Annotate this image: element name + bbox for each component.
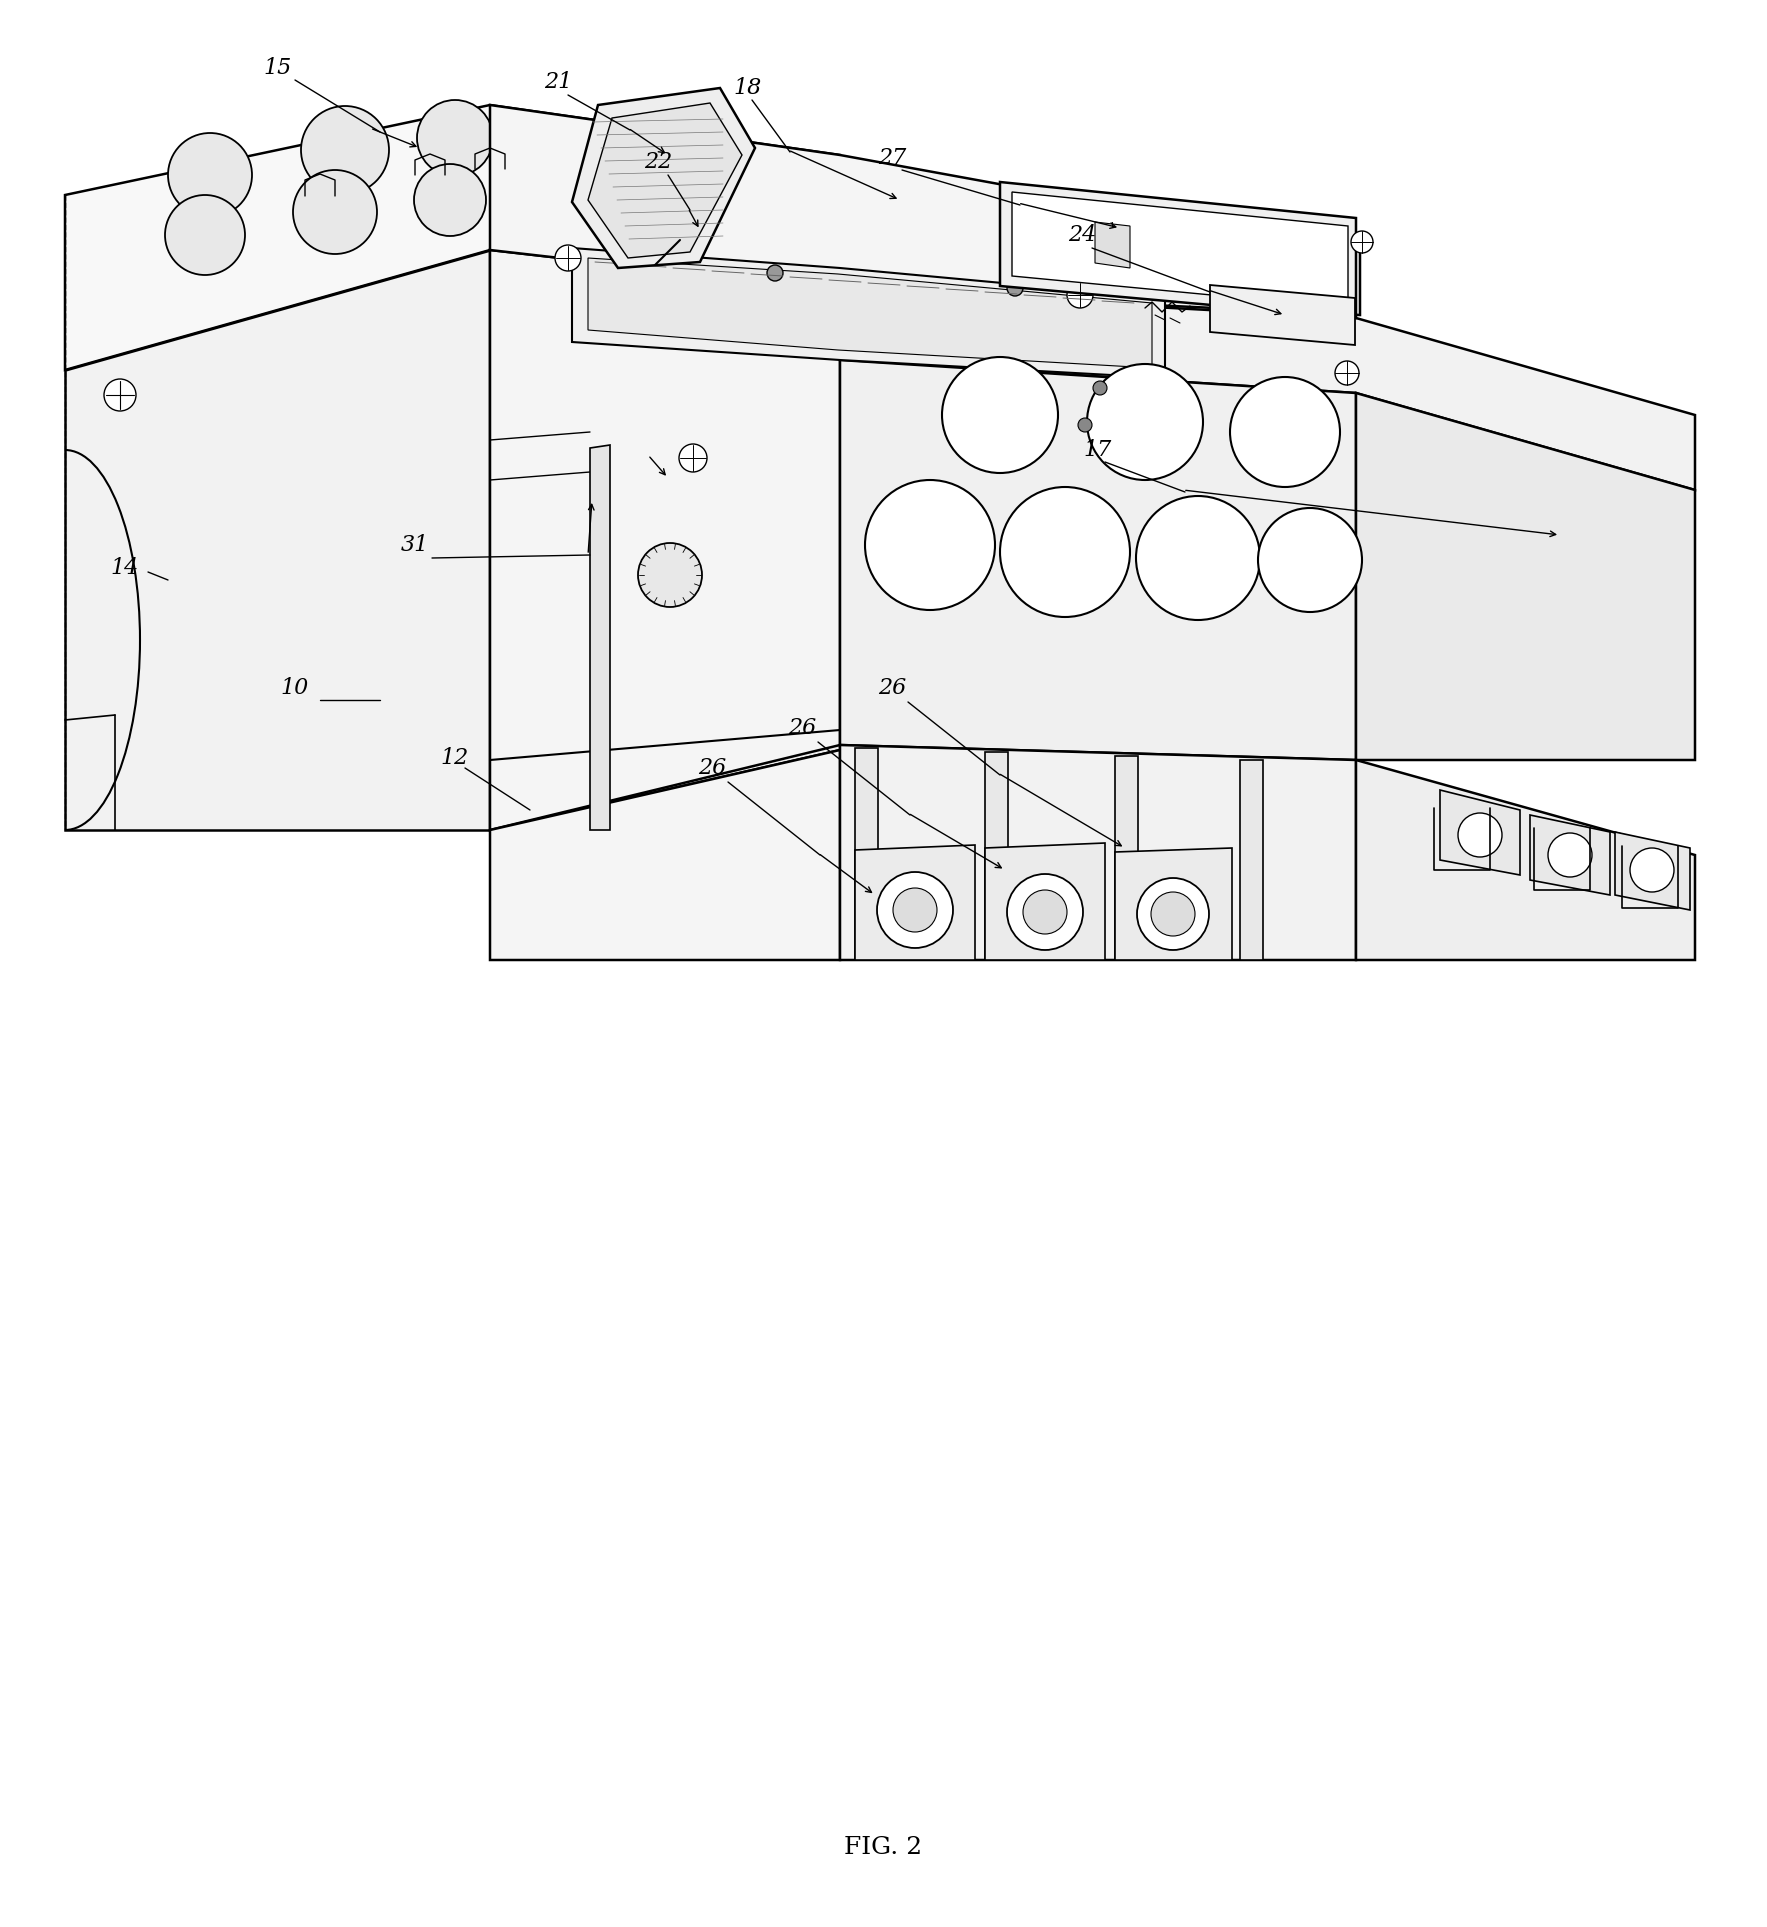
Text: 26: 26: [698, 757, 726, 779]
Circle shape: [1094, 382, 1106, 395]
Circle shape: [892, 888, 937, 933]
Polygon shape: [573, 249, 1164, 378]
Polygon shape: [1115, 848, 1232, 960]
Polygon shape: [1115, 755, 1138, 960]
Circle shape: [1007, 279, 1023, 297]
Text: 10: 10: [281, 676, 309, 700]
Circle shape: [164, 195, 246, 276]
Circle shape: [1136, 879, 1209, 950]
Circle shape: [1000, 488, 1131, 617]
Polygon shape: [839, 746, 1355, 960]
Polygon shape: [1000, 181, 1355, 318]
Circle shape: [942, 356, 1058, 472]
Circle shape: [679, 443, 707, 472]
Circle shape: [413, 164, 486, 235]
Text: 17: 17: [1083, 439, 1111, 461]
Circle shape: [866, 480, 995, 611]
Polygon shape: [984, 842, 1104, 960]
Text: FIG. 2: FIG. 2: [845, 1836, 922, 1860]
Circle shape: [1458, 813, 1502, 858]
Polygon shape: [984, 752, 1007, 960]
Polygon shape: [1615, 832, 1689, 910]
Polygon shape: [573, 89, 755, 268]
Text: 22: 22: [643, 150, 671, 173]
Circle shape: [417, 100, 493, 175]
Circle shape: [1629, 848, 1673, 892]
Circle shape: [1087, 364, 1203, 480]
Polygon shape: [1240, 759, 1263, 960]
Polygon shape: [489, 251, 839, 831]
Polygon shape: [588, 102, 742, 258]
Polygon shape: [65, 104, 839, 370]
Circle shape: [1078, 418, 1092, 432]
Text: 26: 26: [788, 717, 816, 738]
Polygon shape: [855, 748, 878, 960]
Circle shape: [1352, 231, 1373, 252]
Polygon shape: [839, 289, 1695, 489]
Polygon shape: [1355, 759, 1695, 960]
Circle shape: [1007, 875, 1083, 950]
Text: 27: 27: [878, 146, 906, 170]
Polygon shape: [1440, 790, 1520, 875]
Polygon shape: [489, 750, 839, 960]
Text: 18: 18: [733, 77, 762, 98]
Circle shape: [1258, 509, 1362, 613]
Polygon shape: [1530, 815, 1610, 894]
Polygon shape: [1012, 193, 1348, 308]
Circle shape: [293, 170, 376, 254]
Polygon shape: [65, 251, 489, 831]
Circle shape: [638, 543, 701, 607]
Circle shape: [1336, 360, 1359, 385]
Circle shape: [104, 380, 136, 410]
Circle shape: [300, 106, 389, 195]
Circle shape: [876, 873, 952, 948]
Polygon shape: [855, 846, 975, 960]
Circle shape: [1230, 378, 1339, 488]
Polygon shape: [590, 445, 610, 831]
Circle shape: [168, 133, 253, 218]
Text: 14: 14: [111, 557, 140, 578]
Circle shape: [1548, 832, 1592, 877]
Circle shape: [1023, 890, 1067, 935]
Polygon shape: [1096, 222, 1131, 268]
Polygon shape: [1355, 393, 1695, 759]
Text: 21: 21: [544, 71, 573, 92]
Circle shape: [555, 245, 581, 272]
Circle shape: [1136, 495, 1260, 620]
Text: 15: 15: [263, 58, 292, 79]
Polygon shape: [489, 251, 839, 831]
Text: 12: 12: [442, 748, 468, 769]
Text: 26: 26: [878, 676, 906, 700]
Polygon shape: [1210, 285, 1355, 345]
Polygon shape: [839, 360, 1355, 759]
Circle shape: [767, 266, 783, 281]
Polygon shape: [489, 104, 1361, 314]
Circle shape: [1067, 281, 1094, 308]
Text: 31: 31: [401, 534, 429, 557]
Circle shape: [1150, 892, 1194, 937]
Polygon shape: [588, 258, 1152, 368]
Text: 24: 24: [1067, 224, 1096, 247]
